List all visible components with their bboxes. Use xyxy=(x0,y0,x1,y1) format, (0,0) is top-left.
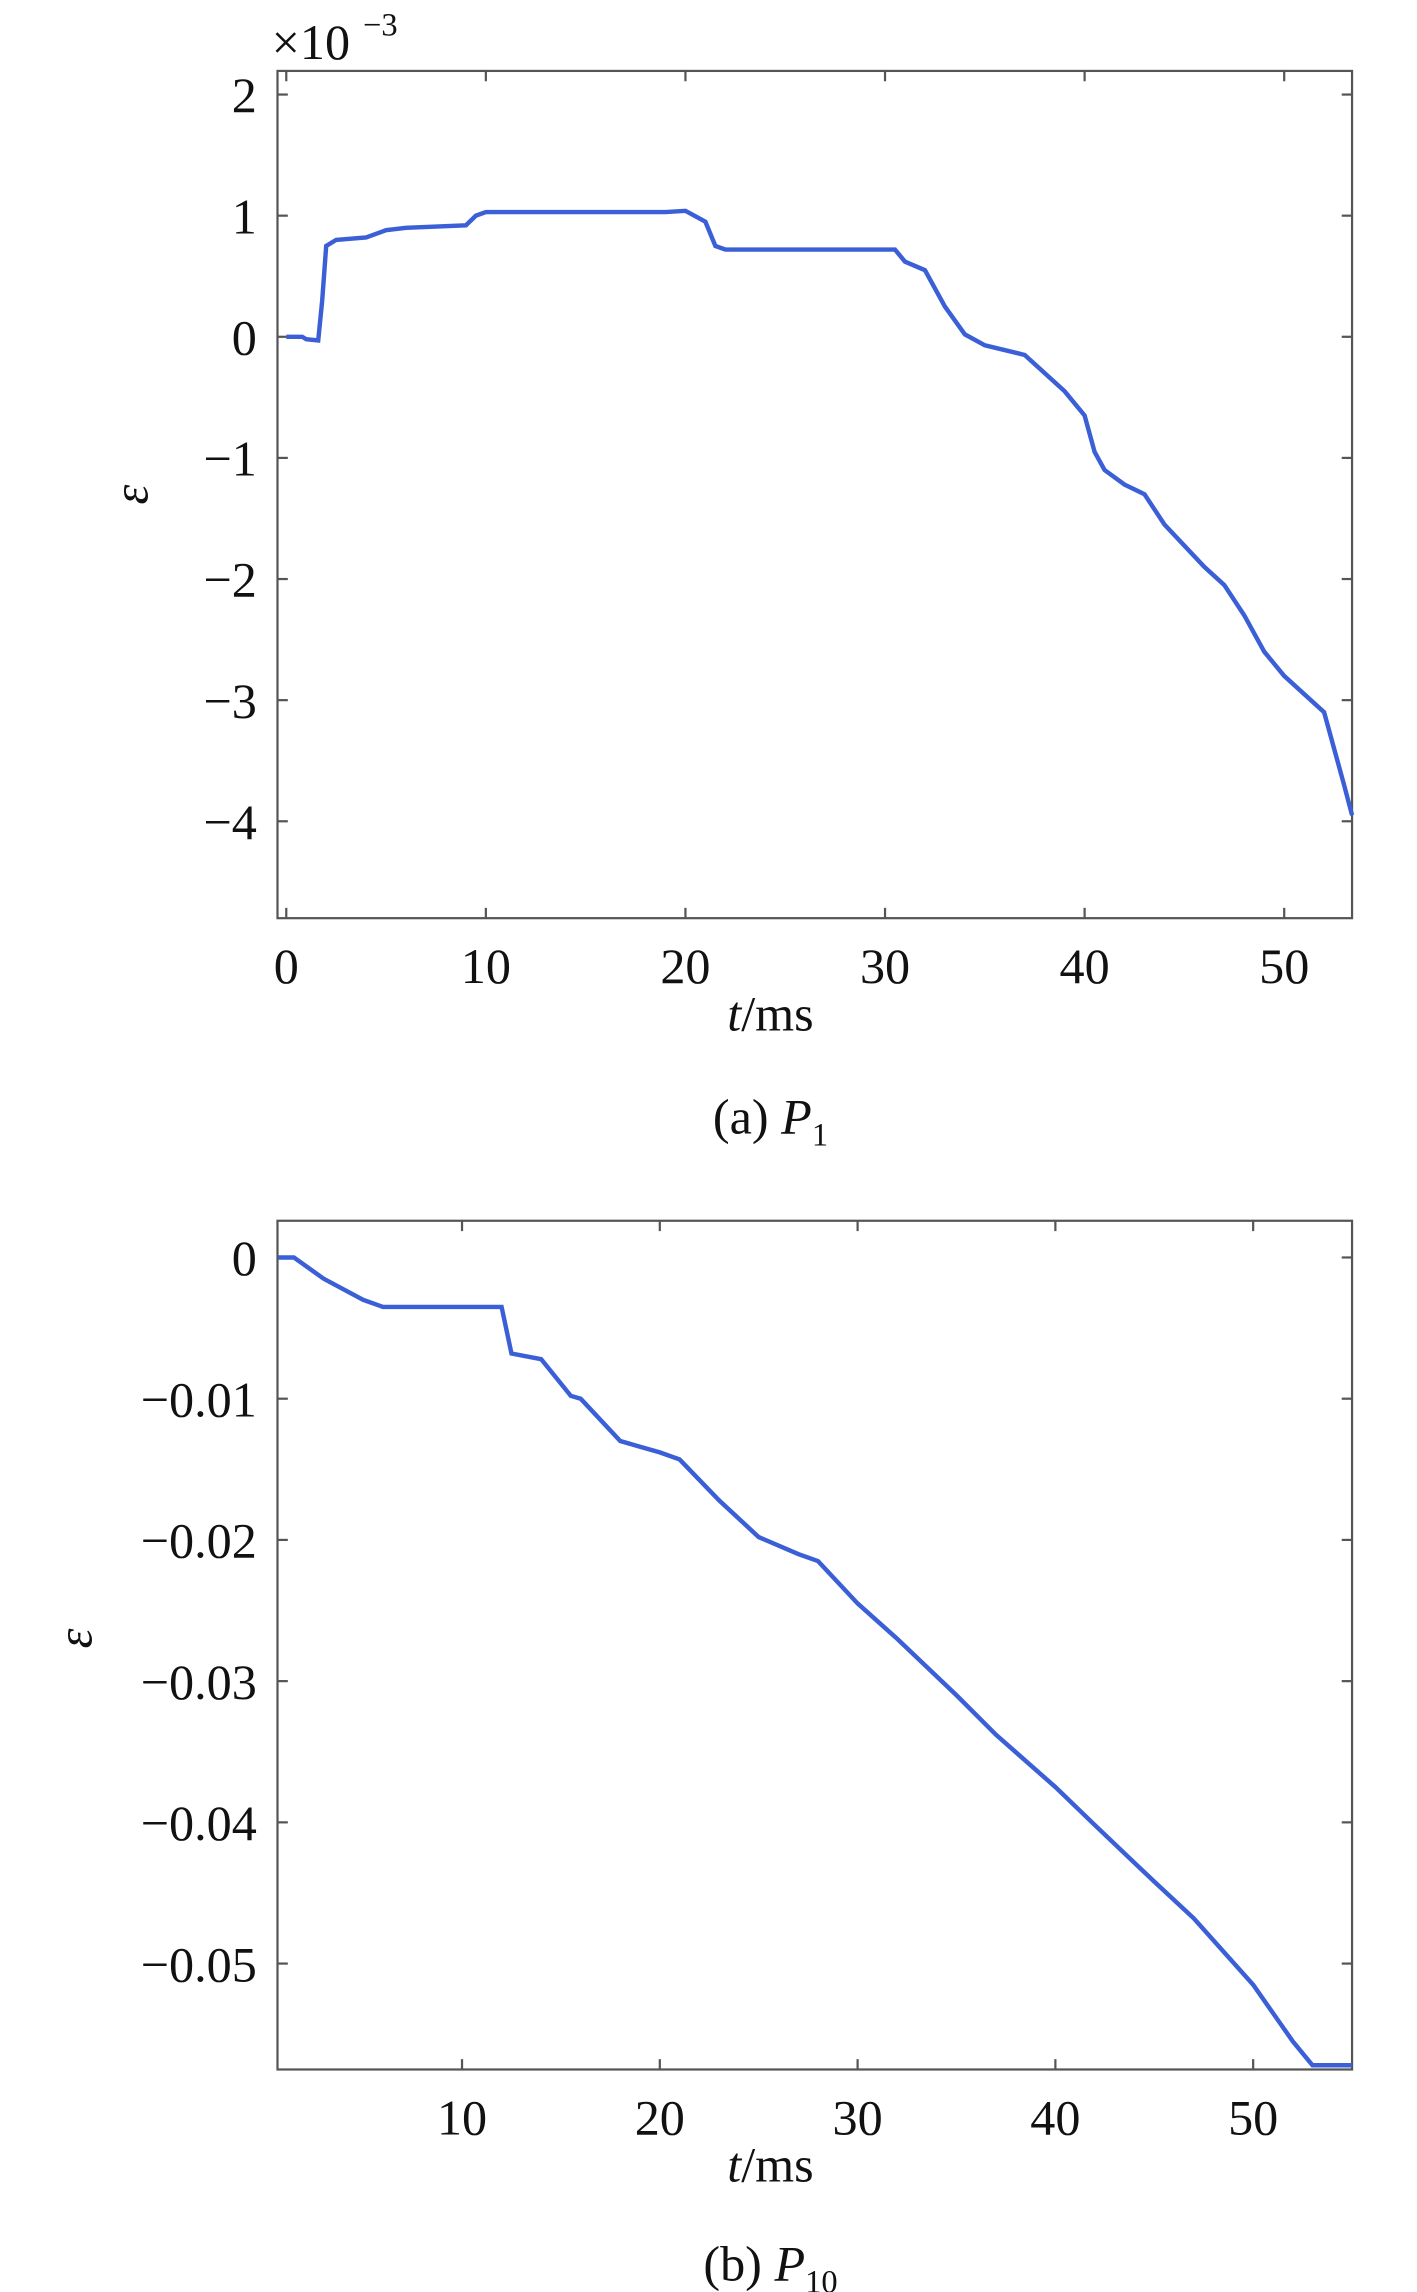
caption: (b) P10 xyxy=(703,2236,837,2292)
y-tick-label: −1 xyxy=(203,431,256,487)
caption-symbol: P xyxy=(773,2236,805,2292)
x-tick-label: 50 xyxy=(1259,938,1309,994)
x-tick-label: 0 xyxy=(274,938,299,994)
line-series xyxy=(286,208,1355,816)
x-axis-label: t/ms xyxy=(727,985,813,1041)
y-tick-label: 0 xyxy=(232,1230,257,1286)
x-tick-label: 50 xyxy=(1228,2089,1278,2145)
x-tick-label: 20 xyxy=(660,938,710,994)
y-multiplier-exponent: −3 xyxy=(363,8,398,44)
y-tick-label: −0.03 xyxy=(141,1654,257,1710)
y-tick-label: −0.04 xyxy=(141,1795,257,1851)
x-axis-unit: /ms xyxy=(741,2137,814,2193)
y-tick-label: −4 xyxy=(203,794,256,850)
plot-frame xyxy=(276,1219,1354,2071)
caption-label: (b) xyxy=(703,2236,762,2292)
x-tick-label: 40 xyxy=(1060,938,1110,994)
y-tick-label: −0.02 xyxy=(141,1513,257,1569)
caption-space xyxy=(762,2236,775,2292)
y-tick-label: 2 xyxy=(232,67,257,123)
x-tick-label: 30 xyxy=(833,2089,883,2145)
caption-space xyxy=(769,1089,782,1145)
caption-symbol: P xyxy=(780,1089,812,1145)
y-tick-label: −0.01 xyxy=(141,1371,257,1427)
x-axis-variable: t xyxy=(727,985,742,1041)
x-axis-label: t/ms xyxy=(727,2137,813,2193)
y-tick-label: 0 xyxy=(232,310,257,366)
y-axis-label: ε xyxy=(47,1628,103,1648)
line-series xyxy=(278,1255,1353,2068)
x-tick-label: 10 xyxy=(461,938,511,994)
y-tick-label: 1 xyxy=(232,188,257,244)
caption-label: (a) xyxy=(713,1089,769,1145)
caption: (a) P1 xyxy=(713,1089,828,1154)
x-axis-unit: /ms xyxy=(741,985,814,1041)
plot-frame xyxy=(276,69,1354,920)
y-tick-label: −3 xyxy=(203,673,256,729)
caption-subscript: 10 xyxy=(805,2264,837,2292)
x-tick-label: 20 xyxy=(635,2089,685,2145)
y-tick-label: −0.05 xyxy=(141,1936,257,1992)
x-tick-label: 30 xyxy=(860,938,910,994)
x-axis-variable: t xyxy=(727,2137,742,2193)
x-tick-label: 10 xyxy=(437,2089,487,2145)
caption-subscript: 1 xyxy=(812,1117,828,1153)
x-tick-label: 40 xyxy=(1030,2089,1080,2145)
y-multiplier: ×10 xyxy=(272,14,350,70)
y-axis-label: ε xyxy=(103,484,159,504)
y-tick-label: −2 xyxy=(203,552,256,608)
